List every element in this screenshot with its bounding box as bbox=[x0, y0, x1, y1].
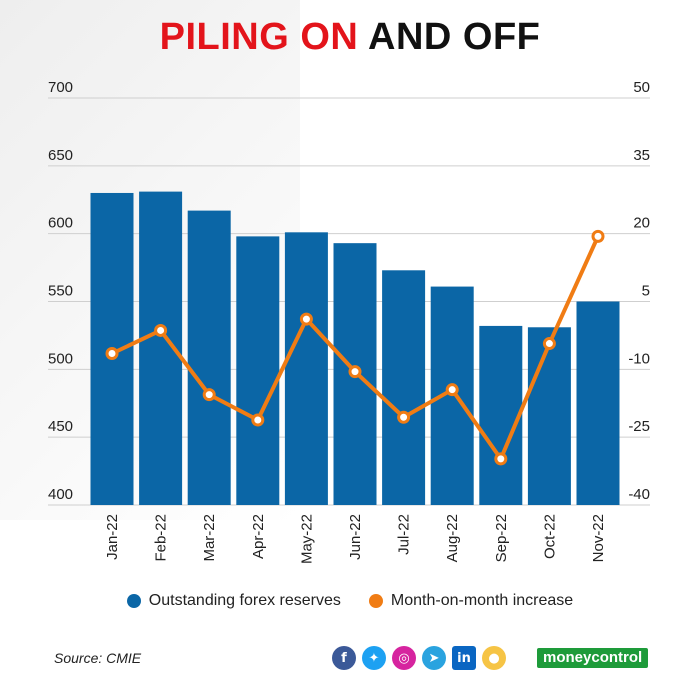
bar bbox=[576, 301, 620, 505]
x-axis-tick-label: Aug-22 bbox=[444, 514, 461, 562]
line-point bbox=[105, 347, 119, 361]
left-axis-tick-label: 500 bbox=[48, 350, 73, 367]
left-axis-tick-label: 700 bbox=[48, 79, 73, 96]
bar bbox=[527, 327, 571, 505]
right-axis-tick-label: -25 bbox=[628, 418, 650, 435]
right-axis-tick-label: -10 bbox=[628, 350, 650, 367]
line-point bbox=[445, 383, 459, 397]
facebook-icon[interactable]: f bbox=[332, 646, 356, 670]
combo-chart: 400 450 500 550 600 650 700 -40 -25 -10 5 20 35 50 J… bbox=[48, 79, 650, 564]
x-axis-ticks: Jan-22 Feb-22 Mar-22 Apr-22 May-22 Jun-22 Jul-… bbox=[104, 514, 607, 564]
bar bbox=[236, 236, 280, 505]
legend-label-reserves: Outstanding forex reserves bbox=[148, 592, 341, 609]
right-axis-tick-label: 50 bbox=[633, 79, 650, 96]
telegram-icon[interactable]: ➤ bbox=[422, 646, 446, 670]
line-point bbox=[154, 323, 168, 337]
legend: Outstanding forex reserves Month-on-mont… bbox=[0, 592, 700, 610]
line-point bbox=[348, 365, 362, 379]
right-axis-tick-label: 20 bbox=[633, 215, 650, 232]
x-axis-tick-label: Jul-22 bbox=[396, 514, 413, 555]
line-point bbox=[494, 452, 508, 466]
twitter-icon[interactable]: ✦ bbox=[362, 646, 386, 670]
x-axis-tick-label: Jun-22 bbox=[347, 514, 364, 560]
left-axis-ticks: 400 450 500 550 600 650 700 bbox=[48, 79, 73, 503]
legend-item-increase: Month-on-month increase bbox=[368, 592, 574, 610]
left-axis-tick-label: 550 bbox=[48, 283, 73, 300]
line-series bbox=[105, 229, 605, 466]
x-axis-tick-label: May-22 bbox=[298, 514, 315, 564]
line-point bbox=[299, 312, 313, 326]
left-axis-tick-label: 650 bbox=[48, 147, 73, 164]
line-point bbox=[397, 410, 411, 424]
x-axis-tick-label: Oct-22 bbox=[541, 514, 558, 559]
instagram-icon[interactable]: ◎ bbox=[392, 646, 416, 670]
left-axis-tick-label: 400 bbox=[48, 486, 73, 503]
x-axis-tick-label: Nov-22 bbox=[590, 514, 607, 562]
x-axis-tick-label: Apr-22 bbox=[250, 514, 267, 559]
linkedin-icon[interactable]: in bbox=[452, 646, 476, 670]
legend-label-increase: Month-on-month increase bbox=[390, 592, 574, 609]
koo-icon[interactable]: ● bbox=[482, 646, 506, 670]
right-axis-tick-label: 5 bbox=[642, 283, 650, 300]
x-axis-tick-label: Mar-22 bbox=[201, 514, 218, 562]
bar-series bbox=[90, 191, 620, 506]
bar bbox=[284, 232, 328, 505]
line-point bbox=[591, 229, 605, 243]
legend-swatch-reserves bbox=[126, 594, 141, 608]
line-point bbox=[202, 388, 216, 402]
bar bbox=[187, 210, 231, 505]
legend-item-reserves: Outstanding forex reserves bbox=[126, 592, 341, 610]
x-axis-tick-label: Jan-22 bbox=[104, 514, 121, 560]
moneycontrol-logo: moneycontrol bbox=[537, 648, 649, 668]
line-point bbox=[251, 413, 265, 427]
right-axis-tick-label: -40 bbox=[628, 486, 650, 503]
source-note: Source: CMIE bbox=[54, 650, 142, 666]
social-icons: f ✦ ◎ ➤ in ● bbox=[332, 646, 506, 670]
bar bbox=[479, 325, 523, 505]
right-axis-ticks: -40 -25 -10 5 20 35 50 bbox=[628, 79, 650, 503]
left-axis-tick-label: 600 bbox=[48, 215, 73, 232]
title-part-black: AND OFF bbox=[368, 16, 541, 58]
legend-swatch-increase bbox=[368, 594, 383, 608]
left-axis-tick-label: 450 bbox=[48, 418, 73, 435]
page-title: PILING ON AND OFF bbox=[0, 16, 700, 59]
x-axis-tick-label: Sep-22 bbox=[493, 514, 510, 562]
title-part-red: PILING ON bbox=[159, 16, 359, 58]
bar bbox=[382, 270, 426, 505]
line-point bbox=[542, 337, 556, 351]
right-axis-tick-label: 35 bbox=[633, 147, 650, 164]
x-axis-tick-label: Feb-22 bbox=[153, 514, 170, 562]
